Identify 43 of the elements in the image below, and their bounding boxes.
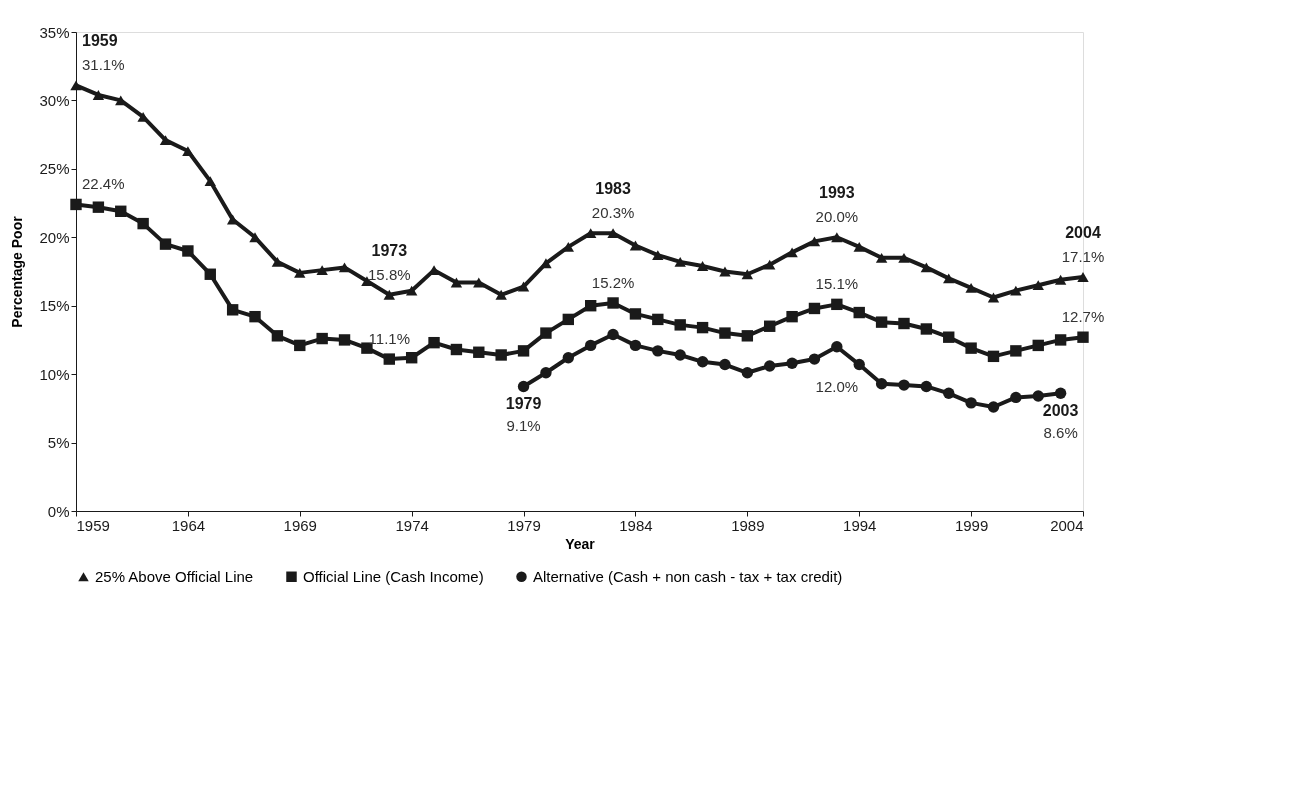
y-tick-label: 5%: [47, 434, 70, 452]
data-label: 12.0%: [815, 377, 859, 395]
y-tick-label: 25%: [39, 160, 70, 178]
annotation: 1979: [505, 395, 542, 413]
x-tick-label: 1979: [507, 516, 541, 534]
y-tick-label: 10%: [39, 365, 70, 383]
x-tick-label: 1999: [954, 516, 989, 534]
data-label: 20.0%: [815, 208, 859, 226]
data-label: 31.1%: [82, 56, 125, 74]
x-tick-label: 1964: [171, 516, 206, 534]
data-label: 20.3%: [591, 204, 635, 222]
annotation: 1993: [819, 184, 855, 202]
y-tick-label: 0%: [47, 502, 70, 520]
y-tick-label: 30%: [39, 91, 70, 109]
x-tick-label: 1959: [76, 516, 110, 534]
x-tick-label: 1969: [283, 516, 317, 534]
annotation: 2004: [1065, 223, 1101, 241]
data-label: 22.4%: [82, 175, 125, 193]
annotation: 1959: [82, 32, 118, 50]
data-label: 15.8%: [368, 265, 411, 283]
data-label: 11.1%: [368, 330, 410, 348]
y-tick-label: 35%: [39, 23, 70, 41]
data-label: 8.6%: [1043, 424, 1078, 442]
x-tick-label: 1974: [395, 516, 429, 534]
annotation: 1983: [595, 180, 631, 198]
y-tick-label: 20%: [39, 228, 70, 246]
data-label: 15.2%: [591, 273, 635, 291]
data-label: 9.1%: [506, 417, 541, 435]
data-label: 17.1%: [1061, 247, 1105, 265]
data-label: 12.7%: [1061, 308, 1105, 326]
data-label: 15.1%: [815, 275, 859, 293]
annotation: 1973: [371, 241, 408, 259]
legend-label: 25% Above Official Line: [95, 567, 254, 585]
y-axis-title: Percentage Poor: [9, 215, 26, 328]
annotation: 2003: [1042, 402, 1079, 420]
x-tick-label: 1989: [731, 516, 765, 534]
x-tick-label: 1984: [619, 516, 653, 534]
legend-label: Official Line (Cash Income): [303, 567, 484, 585]
x-axis-title: Year: [565, 535, 596, 552]
legend-label: Alternative (Cash + non cash - tax + tax credit): [533, 567, 843, 585]
x-tick-label: 2004: [1050, 516, 1084, 534]
y-tick-label: 15%: [39, 297, 70, 315]
x-tick-label: 1994: [843, 516, 877, 534]
